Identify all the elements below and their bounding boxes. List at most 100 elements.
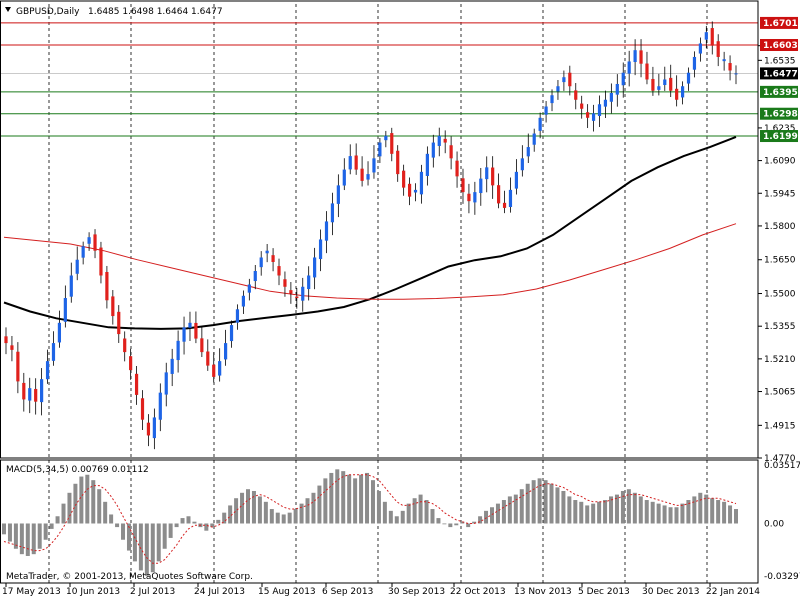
macd-histogram-bar[interactable]: [150, 523, 155, 573]
macd-histogram-bar[interactable]: [513, 494, 518, 524]
macd-histogram-bar[interactable]: [293, 509, 298, 524]
bearish-candle[interactable]: [146, 422, 151, 436]
bullish-candle[interactable]: [372, 158, 376, 173]
macd-histogram-bar[interactable]: [466, 523, 471, 528]
macd-histogram-bar[interactable]: [555, 487, 560, 524]
bearish-candle[interactable]: [93, 234, 97, 251]
bearish-candle[interactable]: [360, 168, 364, 181]
macd-histogram-bar[interactable]: [585, 505, 590, 524]
bullish-candle[interactable]: [176, 340, 180, 361]
bearish-candle[interactable]: [194, 322, 198, 339]
macd-histogram-bar[interactable]: [2, 523, 6, 535]
bullish-candle[interactable]: [87, 237, 91, 244]
macd-histogram-bar[interactable]: [109, 514, 114, 524]
macd-histogram-bar[interactable]: [573, 500, 578, 524]
bullish-candle[interactable]: [609, 92, 613, 102]
bearish-candle[interactable]: [402, 170, 406, 188]
bullish-candle[interactable]: [170, 358, 174, 374]
bullish-candle[interactable]: [40, 379, 44, 403]
bearish-candle[interactable]: [271, 255, 275, 262]
bearish-candle[interactable]: [645, 63, 649, 80]
bullish-candle[interactable]: [562, 77, 566, 83]
macd-histogram-bar[interactable]: [359, 474, 364, 524]
macd-histogram-bar[interactable]: [591, 503, 596, 524]
bearish-candle[interactable]: [497, 185, 501, 204]
macd-histogram-bar[interactable]: [650, 501, 655, 524]
bullish-candle[interactable]: [514, 171, 519, 189]
bullish-candle[interactable]: [419, 171, 424, 195]
bearish-candle[interactable]: [639, 50, 643, 64]
macd-histogram-bar[interactable]: [561, 490, 566, 524]
bullish-candle[interactable]: [603, 99, 608, 107]
bullish-candle[interactable]: [473, 192, 477, 203]
bullish-candle[interactable]: [51, 343, 56, 361]
macd-histogram-bar[interactable]: [19, 523, 24, 555]
bullish-candle[interactable]: [259, 257, 263, 268]
macd-histogram-bar[interactable]: [85, 474, 90, 524]
macd-histogram-bar[interactable]: [370, 480, 375, 524]
bullish-candle[interactable]: [223, 343, 228, 360]
bearish-candle[interactable]: [407, 183, 412, 197]
macd-histogram-bar[interactable]: [138, 523, 143, 571]
bullish-candle[interactable]: [663, 79, 667, 86]
bearish-candle[interactable]: [34, 388, 38, 402]
bullish-candle[interactable]: [313, 257, 317, 278]
bullish-candle[interactable]: [324, 221, 329, 241]
macd-histogram-bar[interactable]: [632, 492, 637, 524]
macd-histogram-bar[interactable]: [257, 496, 262, 524]
bearish-candle[interactable]: [491, 167, 495, 186]
bearish-candle[interactable]: [502, 202, 507, 208]
macd-histogram-bar[interactable]: [37, 523, 42, 549]
macd-histogram-bar[interactable]: [246, 489, 250, 524]
macd-histogram-bar[interactable]: [406, 503, 411, 524]
macd-histogram-bar[interactable]: [436, 518, 441, 524]
macd-histogram-bar[interactable]: [186, 516, 191, 524]
macd-histogram-bar[interactable]: [335, 469, 340, 524]
macd-histogram-bar[interactable]: [132, 523, 137, 562]
bullish-candle[interactable]: [307, 275, 311, 290]
macd-histogram-bar[interactable]: [305, 498, 310, 524]
bearish-candle[interactable]: [123, 338, 127, 353]
bullish-candle[interactable]: [538, 117, 542, 131]
macd-histogram-bar[interactable]: [549, 483, 554, 524]
bullish-candle[interactable]: [384, 135, 388, 141]
bearish-candle[interactable]: [651, 78, 655, 91]
macd-histogram-bar[interactable]: [501, 500, 506, 524]
macd-histogram-bar[interactable]: [317, 485, 322, 524]
bullish-candle[interactable]: [431, 142, 435, 158]
macd-histogram-bar[interactable]: [686, 500, 691, 524]
bullish-candle[interactable]: [69, 275, 73, 297]
bullish-candle[interactable]: [301, 286, 305, 301]
bearish-candle[interactable]: [295, 296, 299, 299]
macd-histogram-bar[interactable]: [614, 494, 619, 524]
macd-histogram-bar[interactable]: [400, 510, 405, 524]
bearish-candle[interactable]: [586, 112, 590, 118]
bullish-candle[interactable]: [556, 86, 560, 92]
macd-histogram-bar[interactable]: [216, 519, 221, 524]
bullish-candle[interactable]: [544, 106, 548, 115]
bullish-candle[interactable]: [182, 327, 186, 342]
macd-histogram-bar[interactable]: [507, 496, 512, 524]
bullish-candle[interactable]: [520, 158, 524, 171]
macd-histogram-bar[interactable]: [531, 480, 536, 524]
bullish-candle[interactable]: [253, 270, 257, 282]
bullish-candle[interactable]: [722, 59, 726, 62]
macd-histogram-bar[interactable]: [115, 523, 120, 528]
bullish-candle[interactable]: [485, 167, 489, 180]
bullish-candle[interactable]: [247, 284, 251, 293]
macd-histogram-bar[interactable]: [680, 503, 685, 524]
macd-histogram-bar[interactable]: [704, 494, 709, 524]
macd-histogram-bar[interactable]: [722, 501, 727, 524]
bearish-candle[interactable]: [22, 382, 26, 400]
bullish-candle[interactable]: [318, 239, 323, 260]
macd-histogram-bar[interactable]: [347, 474, 352, 524]
bullish-candle[interactable]: [188, 322, 192, 328]
bearish-candle[interactable]: [443, 138, 447, 143]
macd-histogram-bar[interactable]: [490, 507, 494, 524]
macd-histogram-bar[interactable]: [174, 523, 179, 528]
bullish-candle[interactable]: [229, 325, 234, 342]
macd-histogram-bar[interactable]: [365, 472, 370, 524]
macd-histogram-bar[interactable]: [55, 516, 60, 524]
macd-histogram-bar[interactable]: [734, 509, 738, 524]
